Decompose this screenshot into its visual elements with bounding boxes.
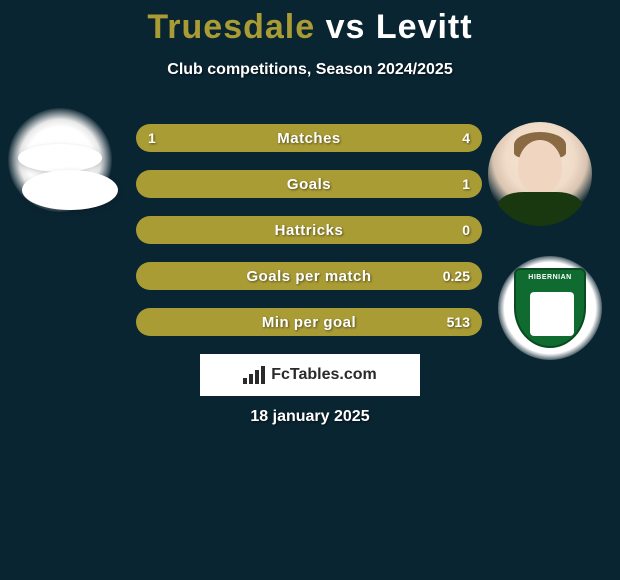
stats-area: 1 Matches 4 Goals 1 Hattricks 0 Goals pe… xyxy=(136,124,482,354)
comparison-title: Truesdale vs Levitt xyxy=(0,8,620,47)
stat-right-value: 1 xyxy=(462,176,470,192)
stat-bar-goals-per-match: Goals per match 0.25 xyxy=(136,262,482,290)
stat-bar-matches: 1 Matches 4 xyxy=(136,124,482,152)
avatar-face xyxy=(518,140,562,194)
stat-label: Min per goal xyxy=(262,314,356,331)
branding-text: FcTables.com xyxy=(271,366,377,384)
stat-left-value: 1 xyxy=(148,130,156,146)
player2-name: Levitt xyxy=(376,8,473,46)
club-name-top: HIBERNIAN xyxy=(522,274,578,288)
stat-label: Hattricks xyxy=(275,222,344,239)
subtitle: Club competitions, Season 2024/2025 xyxy=(0,61,620,79)
player1-avatar-placeholder xyxy=(18,144,102,172)
stat-right-value: 513 xyxy=(447,314,470,330)
vs-text: vs xyxy=(326,8,366,46)
stat-bar-hattricks: Hattricks 0 xyxy=(136,216,482,244)
player2-avatar xyxy=(488,122,592,226)
stat-bar-min-per-goal: Min per goal 513 xyxy=(136,308,482,336)
stat-right-value: 4 xyxy=(462,130,470,146)
avatar-body xyxy=(498,192,582,226)
stat-right-value: 0 xyxy=(462,222,470,238)
chart-icon xyxy=(243,366,265,384)
player1-name: Truesdale xyxy=(147,8,315,46)
stat-bar-goals: Goals 1 xyxy=(136,170,482,198)
title-container: Truesdale vs Levitt xyxy=(0,0,620,47)
player1-club-badge xyxy=(22,170,118,210)
player2-club-badge: HIBERNIAN xyxy=(498,256,602,360)
hibernian-badge: HIBERNIAN xyxy=(514,268,586,348)
date-text: 18 january 2025 xyxy=(0,408,620,426)
stat-label: Goals xyxy=(287,176,331,193)
stat-label: Matches xyxy=(277,130,341,147)
stat-right-value: 0.25 xyxy=(443,268,470,284)
stat-label: Goals per match xyxy=(246,268,371,285)
club-badge-shield xyxy=(530,292,574,336)
branding-box: FcTables.com xyxy=(200,354,420,396)
